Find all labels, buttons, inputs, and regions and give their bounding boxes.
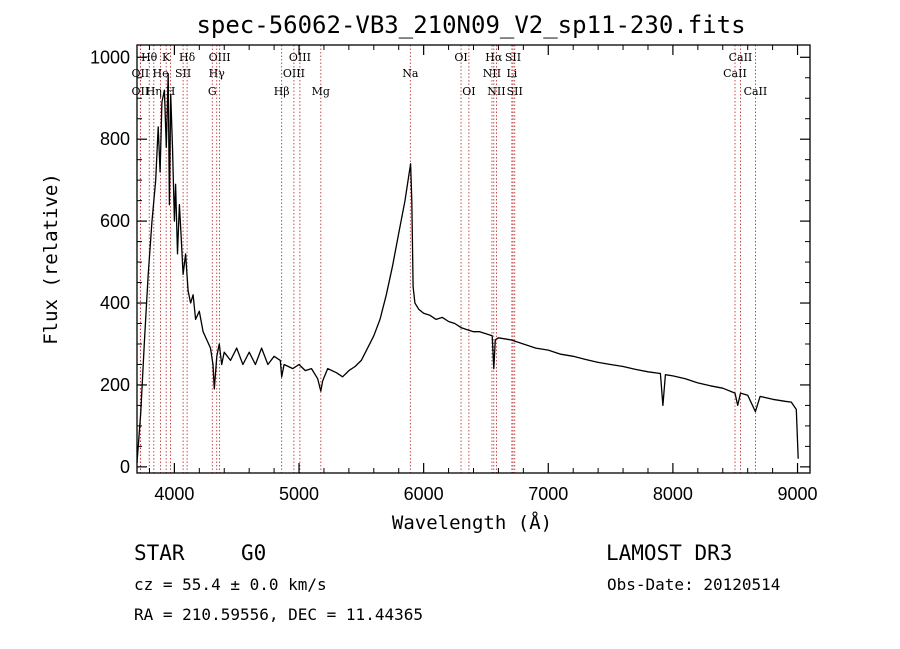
line-label-13: OIII	[283, 67, 305, 80]
line-label-11: G	[208, 85, 217, 98]
line-label-15: Mg	[312, 85, 330, 98]
spectral-line-markers	[139, 45, 756, 473]
x-tick-label-3: 7000	[528, 484, 568, 504]
line-label-7: H	[166, 85, 176, 98]
line-label-27: CaII	[744, 85, 768, 98]
line-label-18: OI	[462, 85, 475, 98]
line-label-3: Hη	[146, 85, 162, 98]
line-label-4: He	[153, 67, 169, 80]
y-axis-ticks: 0 200 400 600 800 1000	[90, 47, 810, 477]
y-tick-label-3: 600	[100, 211, 130, 231]
line-label-20: NII	[483, 67, 501, 80]
x-tick-label-2: 6000	[404, 484, 444, 504]
y-axis-label: Flux (relative)	[40, 173, 62, 345]
line-label-6: SII	[175, 67, 191, 80]
x-axis-ticks: 4000 5000 6000 7000 8000 9000	[148, 45, 818, 504]
line-label-9: OIII	[209, 51, 231, 64]
y-tick-label-2: 400	[100, 293, 130, 313]
plot-frame	[136, 44, 811, 474]
line-label-8: Hδ	[179, 51, 196, 64]
line-label-21: NII	[487, 85, 505, 98]
redshift-text: cz = 55.4 ± 0.0 km/s	[134, 575, 327, 594]
object-class: STAR	[134, 541, 185, 565]
line-label-16: Na	[402, 67, 419, 80]
line-label-22: SII	[505, 51, 521, 64]
x-axis-label: Wavelength (Å)	[392, 511, 552, 534]
x-tick-label-4: 8000	[653, 484, 693, 504]
line-label-24: SII	[507, 85, 523, 98]
y-tick-label-5: 1000	[90, 47, 130, 67]
x-tick-label-0: 4000	[154, 484, 194, 504]
line-label-2: OII	[132, 85, 150, 98]
line-label-25: CaII	[729, 51, 753, 64]
y-tick-label-1: 200	[100, 375, 130, 395]
coordinates-text: RA = 210.59556, DEC = 11.44365	[134, 605, 423, 624]
line-label-26: CaII	[723, 67, 747, 80]
x-tick-label-5: 9000	[778, 484, 818, 504]
flux-series-line	[136, 73, 799, 463]
line-label-1: OII	[132, 67, 150, 80]
line-label-12: Hβ	[274, 85, 290, 98]
line-label-23: Li	[506, 67, 517, 80]
chart-title: spec-56062-VB3_210N09_V2_sp11-230.fits	[196, 11, 745, 39]
line-label-10: Hγ	[209, 67, 226, 80]
y-tick-label-4: 800	[100, 129, 130, 149]
line-label-17: OI	[454, 51, 467, 64]
x-tick-label-1: 5000	[279, 484, 319, 504]
observation-date: Obs-Date: 20120514	[607, 575, 780, 594]
line-label-5: K	[162, 51, 171, 64]
line-label-14: OIII	[289, 51, 311, 64]
y-tick-label-0: 0	[120, 457, 130, 477]
object-subclass: G0	[241, 541, 266, 565]
survey-name: LAMOST DR3	[606, 541, 732, 565]
line-label-19: Hα	[485, 51, 503, 64]
line-label-0: Hθ	[141, 51, 158, 64]
